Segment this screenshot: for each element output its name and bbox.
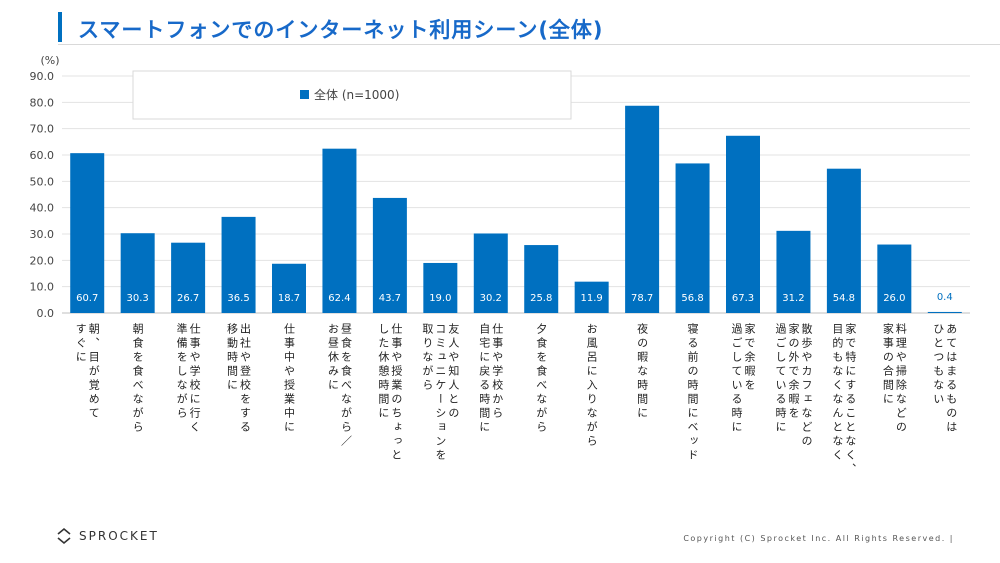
y-tick-label: 40.0 — [30, 202, 55, 215]
category-label: 家の外で余暇を — [787, 322, 800, 421]
bar-value-label: 26.7 — [177, 293, 199, 304]
category-label: 家で特にすることなく、 — [844, 322, 857, 477]
category-label: 朝、目が覚めて — [87, 323, 100, 421]
bar-value-label: 30.3 — [127, 293, 149, 304]
y-tick-label: 80.0 — [30, 96, 55, 109]
bar — [826, 168, 861, 313]
bar — [372, 197, 407, 313]
y-tick-label: 70.0 — [30, 123, 55, 136]
category-label: ひとつもない — [932, 323, 945, 407]
sprocket-logo-icon — [57, 527, 71, 545]
bar-value-label: 25.8 — [530, 293, 552, 304]
bar — [473, 233, 508, 313]
category-label: 移動時間に — [226, 323, 239, 393]
legend-swatch — [300, 90, 309, 99]
bar-value-label: 36.5 — [227, 293, 249, 304]
bar — [776, 230, 811, 313]
bar-value-label: 78.7 — [631, 293, 653, 304]
page-title: スマートフォンでのインターネット利用シーン(全体) — [78, 18, 604, 42]
bar-value-label: 67.3 — [732, 293, 754, 304]
category-label: 朝食を食べながら — [131, 323, 144, 435]
category-label: 仕事や学校から — [491, 323, 504, 421]
bar — [272, 263, 306, 313]
category-label: 過ごしている時に — [730, 323, 743, 435]
category-label: 仕事や学校に行く — [188, 323, 201, 435]
category-label: 過ごしている時に — [774, 323, 787, 435]
category-label: すぐに — [74, 323, 87, 365]
bar-value-label: 56.8 — [681, 293, 703, 304]
bar — [877, 244, 912, 313]
bar-value-label: 26.0 — [883, 293, 905, 304]
category-label: 夕食を食べながら — [535, 323, 548, 435]
bar — [70, 153, 105, 313]
category-label: あてはまるものは — [945, 323, 958, 435]
category-label: 出社や登校をする — [239, 322, 252, 435]
bar — [625, 105, 660, 313]
bar-value-label: 30.2 — [480, 293, 502, 304]
bar — [675, 163, 710, 313]
bar-value-label: 54.8 — [833, 293, 855, 304]
bar — [221, 216, 256, 313]
legend-label: 全体 (n=1000) — [314, 87, 399, 102]
category-label: 仕事や授業のちょっと — [390, 323, 403, 463]
category-label: お昼休みに — [326, 323, 339, 393]
y-tick-label: 60.0 — [30, 149, 55, 162]
bar-value-label: 19.0 — [429, 293, 451, 304]
category-label: 料理や掃除などの — [894, 322, 907, 435]
bar — [120, 233, 155, 313]
category-label: 仕事中や授業中に — [283, 323, 296, 435]
bar — [322, 148, 357, 313]
bar — [524, 245, 559, 313]
bar — [927, 311, 962, 313]
y-tick-label: 90.0 — [30, 70, 55, 83]
category-label: 散歩やカフェなどの — [800, 322, 813, 449]
y-tick-label: 20.0 — [30, 254, 55, 267]
bar-value-label: 0.4 — [937, 292, 953, 303]
bar-value-label: 18.7 — [278, 293, 300, 304]
category-label: 目的もなくなんとなく — [831, 323, 844, 463]
bar-value-label: 43.7 — [379, 293, 401, 304]
y-tick-label: 10.0 — [30, 281, 55, 294]
bar-value-label: 62.4 — [328, 293, 350, 304]
bar-value-label: 11.9 — [581, 293, 603, 304]
bar-value-label: 31.2 — [782, 293, 804, 304]
y-axis-label: (%) — [40, 54, 59, 67]
category-label: 取りながら — [421, 323, 434, 393]
bar — [726, 135, 760, 313]
bar — [574, 281, 609, 313]
bar-value-label: 60.7 — [76, 293, 98, 304]
category-label: 昼食を食べながら／ — [339, 323, 352, 449]
title-divider — [58, 44, 1000, 45]
category-label: お風呂に入りながら — [585, 323, 598, 449]
legend-box — [132, 70, 572, 120]
category-label: 友人や知人との — [447, 322, 460, 421]
logo-text: SPROCKET — [79, 529, 159, 543]
category-label: 寝る前の時間にベッド — [686, 322, 699, 463]
sprocket-logo: SPROCKET — [55, 527, 159, 545]
y-tick-label: 30.0 — [30, 228, 55, 241]
category-label: 自宅に戻る時間に — [478, 323, 491, 435]
title-accent-bar — [58, 12, 62, 42]
category-label: した休憩時間に — [377, 323, 390, 421]
category-label: コミュニケーションを — [434, 323, 447, 463]
category-label: 家事の合間に — [881, 322, 894, 407]
y-tick-label: 50.0 — [30, 175, 55, 188]
bar — [171, 242, 206, 313]
bar-chart: 0.0 10.0 20.0 30.0 40.0 50.0 60.0 70.0 80.0 90.0 (… — [30, 54, 970, 477]
copyright-text: Copyright (C) Sprocket Inc. All Rights R… — [683, 534, 954, 543]
category-label: 準備をしながら — [175, 322, 188, 421]
bar — [423, 262, 458, 313]
y-tick-label: 0.0 — [37, 307, 55, 320]
category-label: 家で余暇を — [743, 322, 756, 393]
category-label: 夜の暇な時間に — [636, 322, 649, 421]
